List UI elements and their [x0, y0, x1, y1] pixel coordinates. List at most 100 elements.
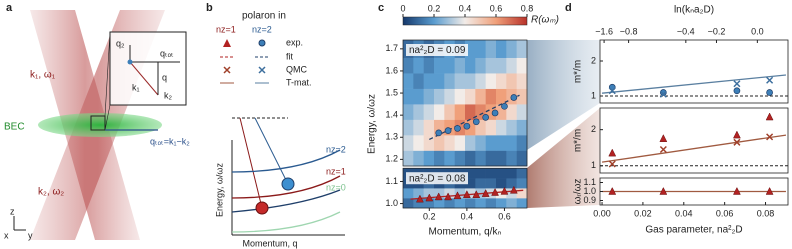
axis-label: Momentum, q	[242, 238, 297, 248]
heatmap-cell	[475, 88, 486, 105]
heatmap-cell	[465, 40, 476, 58]
y-tick-label: 0.9	[583, 195, 596, 205]
y-tick-label: 1.2	[385, 154, 398, 164]
heatmap-cell	[485, 178, 497, 189]
heatmap-cell	[485, 168, 497, 179]
heatmap-cell	[475, 104, 486, 120]
fit-line	[601, 134, 787, 163]
heatmap-cell	[506, 119, 517, 136]
x-axis-label: Momentum, q/kₙ	[429, 227, 502, 238]
heatmap-cell	[413, 73, 424, 89]
fit-line	[429, 94, 520, 141]
data-point	[454, 125, 461, 132]
heatmap-cell	[465, 135, 476, 151]
heatmap-cell	[496, 40, 507, 58]
legend-column: nz=2	[252, 24, 272, 34]
heatmap-cell	[413, 198, 424, 209]
data-point	[733, 80, 741, 88]
data-point	[482, 114, 490, 121]
colorbar-tick-label: 0.8	[521, 3, 534, 13]
heatmap-cell	[413, 135, 424, 151]
heatmap-cell	[516, 168, 528, 179]
data-point	[765, 112, 774, 121]
heatmap-cell	[403, 73, 414, 89]
heatmap-cell	[403, 135, 414, 151]
map-label-box	[406, 44, 468, 56]
y-axis-label: m*/m	[573, 60, 584, 83]
heatmap-cell	[465, 168, 476, 179]
heatmap-cell	[454, 73, 466, 89]
heatmap-cell	[423, 135, 435, 151]
plot-frame	[599, 107, 789, 174]
x-tick-label: 0.00	[593, 208, 611, 218]
heatmap-cell	[506, 198, 517, 209]
transfer-label: qₜₒₜ=k₁−k₂	[150, 136, 190, 146]
legend-marker	[258, 39, 266, 47]
band-curve	[231, 149, 341, 173]
map-label: na²₂D = 0.08	[409, 173, 466, 184]
colorbar-tick-label: 0.4	[459, 3, 472, 13]
data-point	[765, 186, 774, 195]
colorbar-tick-label: 0	[400, 3, 405, 13]
heatmap-cell	[496, 73, 507, 89]
x-axis-label: Gas parameter, na²₂D	[645, 225, 742, 236]
heatmap-cell	[403, 198, 414, 209]
y-tick-label: 1.3	[385, 132, 398, 142]
heatmap-cell	[475, 198, 486, 209]
heatmap-cell	[465, 198, 476, 209]
heatmap-cell	[506, 178, 517, 189]
curve-label: nz=0	[326, 182, 346, 192]
x2-tick-label: −0.2	[708, 26, 726, 36]
heatmap-cell	[454, 88, 466, 105]
heatmap-cell	[485, 119, 497, 136]
heatmap-cell	[434, 73, 445, 89]
heatmap-cell	[496, 135, 507, 151]
heatmap-cell	[465, 73, 476, 89]
heatmap-cell	[444, 188, 455, 199]
data-point	[509, 185, 518, 194]
band-curve	[231, 175, 341, 199]
heatmap-cell	[475, 178, 486, 189]
heatmap-cell	[423, 150, 435, 167]
legend-label: exp.	[286, 37, 303, 47]
inset-label: k₂	[164, 90, 173, 100]
x2-tick-label: −0.4	[677, 26, 695, 36]
heatmap-cell	[485, 40, 497, 58]
heatmap-cell	[465, 178, 476, 189]
data-point	[481, 189, 490, 197]
data-point	[766, 89, 773, 96]
x2-tick-label: 0.0	[751, 26, 764, 36]
heatmap-cell	[516, 119, 528, 136]
map-label-box	[406, 172, 468, 185]
data-point	[766, 76, 774, 84]
x-tick-label: 0.6	[498, 211, 511, 221]
data-point	[501, 102, 508, 110]
x-tick-label: 0.4	[461, 211, 474, 221]
band-curve	[231, 211, 341, 233]
beam-label: k₂, ω₂	[38, 187, 64, 198]
bec-label: BEC	[4, 122, 25, 133]
y-tick-label: 2	[591, 55, 596, 65]
panel-label: b	[206, 2, 213, 14]
heatmap-cell	[403, 188, 414, 199]
data-point	[462, 190, 471, 198]
heatmap-cell	[444, 119, 455, 136]
heatmap-cell	[496, 88, 507, 105]
legend-marker	[223, 66, 231, 74]
heatmap-cell	[506, 40, 517, 58]
heatmap-cell	[506, 57, 517, 74]
y-tick-label: 1.1	[385, 176, 398, 186]
data-point	[472, 190, 481, 198]
data-point	[733, 130, 741, 139]
panel-label: d	[565, 2, 572, 14]
heatmap-cell	[454, 188, 466, 199]
y-axis-label: m*/m	[573, 129, 584, 152]
heatmap-cell	[434, 198, 445, 209]
heatmap-cell	[423, 188, 435, 199]
heatmap-cell	[403, 119, 414, 136]
data-point	[733, 186, 741, 195]
data-point	[659, 145, 667, 154]
heatmap-cell	[434, 104, 445, 120]
data-point	[608, 160, 616, 168]
legend-label: QMC	[286, 64, 307, 74]
